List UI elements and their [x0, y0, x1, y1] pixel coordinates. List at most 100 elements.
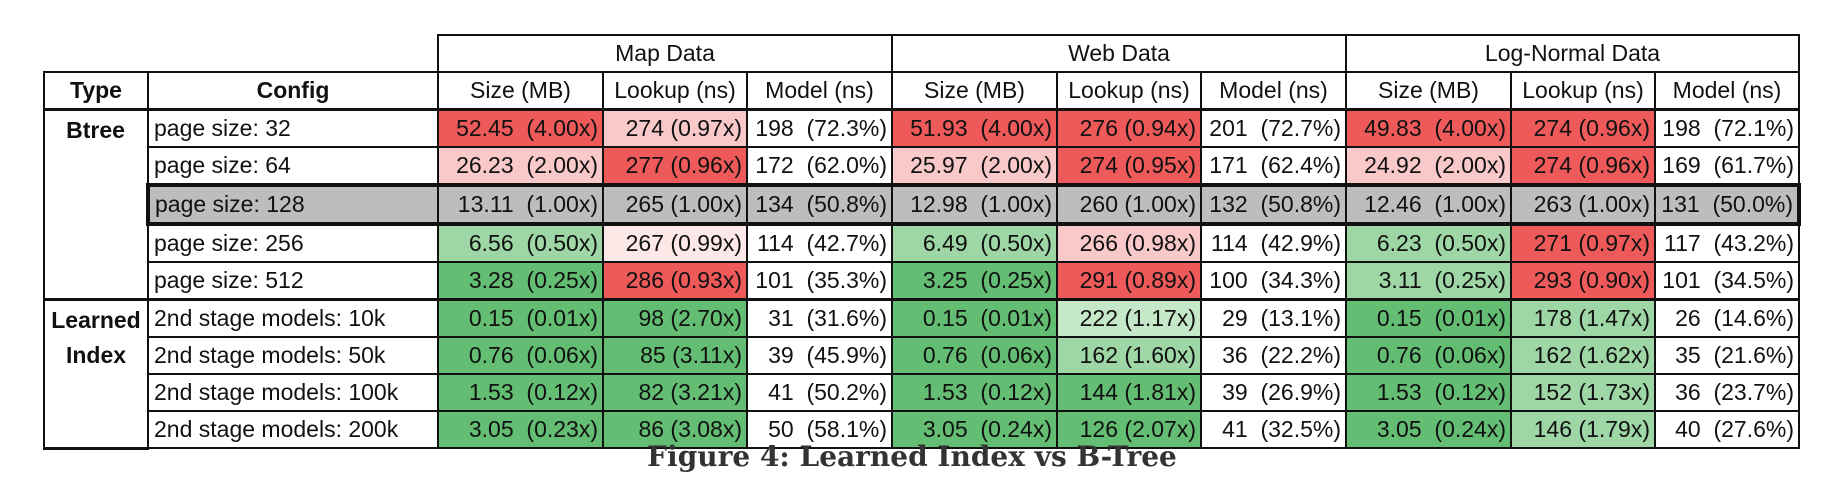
data-cell: 276 (0.94x) [1056, 108, 1202, 148]
column-header: Type [43, 71, 149, 111]
data-cell: 85 (3.11x) [602, 336, 748, 375]
data-cell: 100 (34.3%) [1200, 261, 1347, 301]
group-header-log-normal-data: Log-Normal Data [1345, 34, 1800, 73]
table-row: Btree page size: 32 52.45 (4.00x) 274 (0.97… [43, 108, 1800, 301]
data-cell: 0.15 (0.01x) [437, 298, 604, 338]
table-body: Map Data Web Data Log-Normal Data Type Confi… [43, 34, 1801, 450]
row-config: 2nd stage models: 50k [147, 336, 439, 375]
data-cell: 31 (31.6%) [746, 298, 893, 338]
column-header: Lookup (ns) [1056, 71, 1202, 111]
data-cell: 36 (22.2%) [1200, 336, 1347, 375]
data-cell: 12.98 (1.00x) [891, 183, 1058, 226]
data-cell: 49.83 (4.00x) [1345, 108, 1512, 148]
row-config: 2nd stage models: 200k [147, 410, 439, 449]
column-header: Lookup (ns) [1510, 71, 1656, 111]
data-cell: 162 (1.60x) [1056, 336, 1202, 375]
column-header-row: Type Config Size (MB) Lookup (ns) Model (ns)… [43, 71, 1800, 111]
data-cell: 26 (14.6%) [1654, 298, 1800, 338]
row-config: page size: 512 [147, 261, 439, 301]
data-cell: 6.49 (0.50x) [891, 223, 1058, 263]
column-header: Model (ns) [746, 71, 893, 111]
data-cell: 86 (3.08x) [602, 410, 748, 449]
data-cell: 39 (26.9%) [1200, 373, 1347, 412]
data-cell: 117 (43.2%) [1654, 223, 1800, 263]
data-cell: 52.45 (4.00x) [437, 108, 604, 148]
data-cell: 274 (0.96x) [1510, 146, 1656, 186]
data-cell: 29 (13.1%) [1200, 298, 1347, 338]
type-label-line: Btree [66, 117, 125, 143]
table-row: 2nd stage models: 200k 3.05 (0.23x) 86 (3.… [44, 410, 1800, 449]
data-cell: 26.23 (2.00x) [437, 146, 604, 186]
row-config: page size: 32 [147, 108, 439, 148]
results-table: Map Data Web Data Log-Normal Data Type Confi… [43, 34, 1801, 450]
table-row: 2nd stage models: 50k 0.76 (0.06x) 85 (3.1… [44, 336, 1800, 375]
row-config: 2nd stage models: 10k [147, 298, 439, 338]
row-config: page size: 256 [147, 223, 439, 263]
data-cell: 260 (1.00x) [1056, 183, 1202, 226]
column-header: Size (MB) [437, 71, 604, 111]
data-cell: 169 (61.7%) [1654, 146, 1800, 186]
data-cell: 41 (32.5%) [1200, 410, 1347, 449]
data-cell: 6.56 (0.50x) [437, 223, 604, 263]
data-cell: 263 (1.00x) [1510, 183, 1656, 226]
column-header: Size (MB) [891, 71, 1058, 111]
row-config: page size: 64 [147, 146, 439, 186]
data-cell: 274 (0.96x) [1510, 108, 1656, 148]
data-cell: 51.93 (4.00x) [891, 108, 1058, 148]
data-cell: 134 (50.8%) [746, 183, 893, 226]
data-cell: 3.05 (0.23x) [437, 410, 604, 449]
data-cell: 265 (1.00x) [602, 183, 748, 226]
data-cell: 266 (0.98x) [1056, 223, 1202, 263]
table-row: 2nd stage models: 100k 1.53 (0.12x) 82 (3.… [44, 373, 1800, 412]
data-cell: 3.05 (0.24x) [891, 410, 1058, 449]
data-cell: 101 (35.3%) [746, 261, 893, 301]
data-cell: 274 (0.95x) [1056, 146, 1202, 186]
data-cell: 1.53 (0.12x) [437, 373, 604, 412]
column-header: Lookup (ns) [602, 71, 748, 111]
group-header-web-data: Web Data [891, 34, 1347, 73]
data-cell: 131 (50.0%) [1654, 183, 1801, 226]
data-cell: 178 (1.47x) [1510, 298, 1656, 338]
data-cell: 40 (27.6%) [1654, 410, 1800, 449]
data-cell: 0.76 (0.06x) [1345, 336, 1512, 375]
data-cell: 152 (1.73x) [1510, 373, 1656, 412]
data-cell: 126 (2.07x) [1056, 410, 1202, 449]
data-cell: 171 (62.4%) [1200, 146, 1347, 186]
type-label-line: Index [65, 342, 127, 368]
table-row: page size: 128 13.11 (1.00x) 265 (1.00x) 13… [44, 183, 1801, 226]
data-cell: 1.53 (0.12x) [891, 373, 1058, 412]
data-cell: 6.23 (0.50x) [1345, 223, 1512, 263]
group-header-row: Map Data Web Data Log-Normal Data [44, 34, 1800, 73]
table-row: Learned Index 2nd stage models: 10k 0.15 (0… [43, 298, 1800, 450]
group-header-map-data: Map Data [437, 34, 893, 73]
data-cell: 24.92 (2.00x) [1345, 146, 1512, 186]
data-cell: 1.53 (0.12x) [1345, 373, 1512, 412]
data-cell: 198 (72.3%) [746, 108, 893, 148]
data-cell: 98 (2.70x) [602, 298, 748, 338]
type-label-line: Learned [51, 307, 141, 333]
column-header: Config [147, 71, 439, 111]
data-cell: 0.15 (0.01x) [1345, 298, 1512, 338]
blank-corner [44, 35, 438, 72]
data-cell: 198 (72.1%) [1654, 108, 1800, 148]
data-cell: 271 (0.97x) [1510, 223, 1656, 263]
data-cell: 12.46 (1.00x) [1345, 183, 1512, 226]
data-cell: 13.11 (1.00x) [437, 183, 604, 226]
data-cell: 82 (3.21x) [602, 373, 748, 412]
data-cell: 201 (72.7%) [1200, 108, 1347, 148]
data-cell: 0.76 (0.06x) [891, 336, 1058, 375]
data-cell: 222 (1.17x) [1056, 298, 1202, 338]
data-cell: 3.28 (0.25x) [437, 261, 604, 301]
data-cell: 3.05 (0.24x) [1345, 410, 1512, 449]
data-cell: 274 (0.97x) [602, 108, 748, 148]
data-cell: 50 (58.1%) [746, 410, 893, 449]
data-cell: 172 (62.0%) [746, 146, 893, 186]
row-type-label: Btree [43, 108, 149, 301]
data-cell: 41 (50.2%) [746, 373, 893, 412]
data-cell: 39 (45.9%) [746, 336, 893, 375]
table-row: page size: 256 6.56 (0.50x) 267 (0.99x) 114… [44, 223, 1800, 263]
data-cell: 25.97 (2.00x) [891, 146, 1058, 186]
data-cell: 114 (42.7%) [746, 223, 893, 263]
data-cell: 277 (0.96x) [602, 146, 748, 186]
data-cell: 267 (0.99x) [602, 223, 748, 263]
